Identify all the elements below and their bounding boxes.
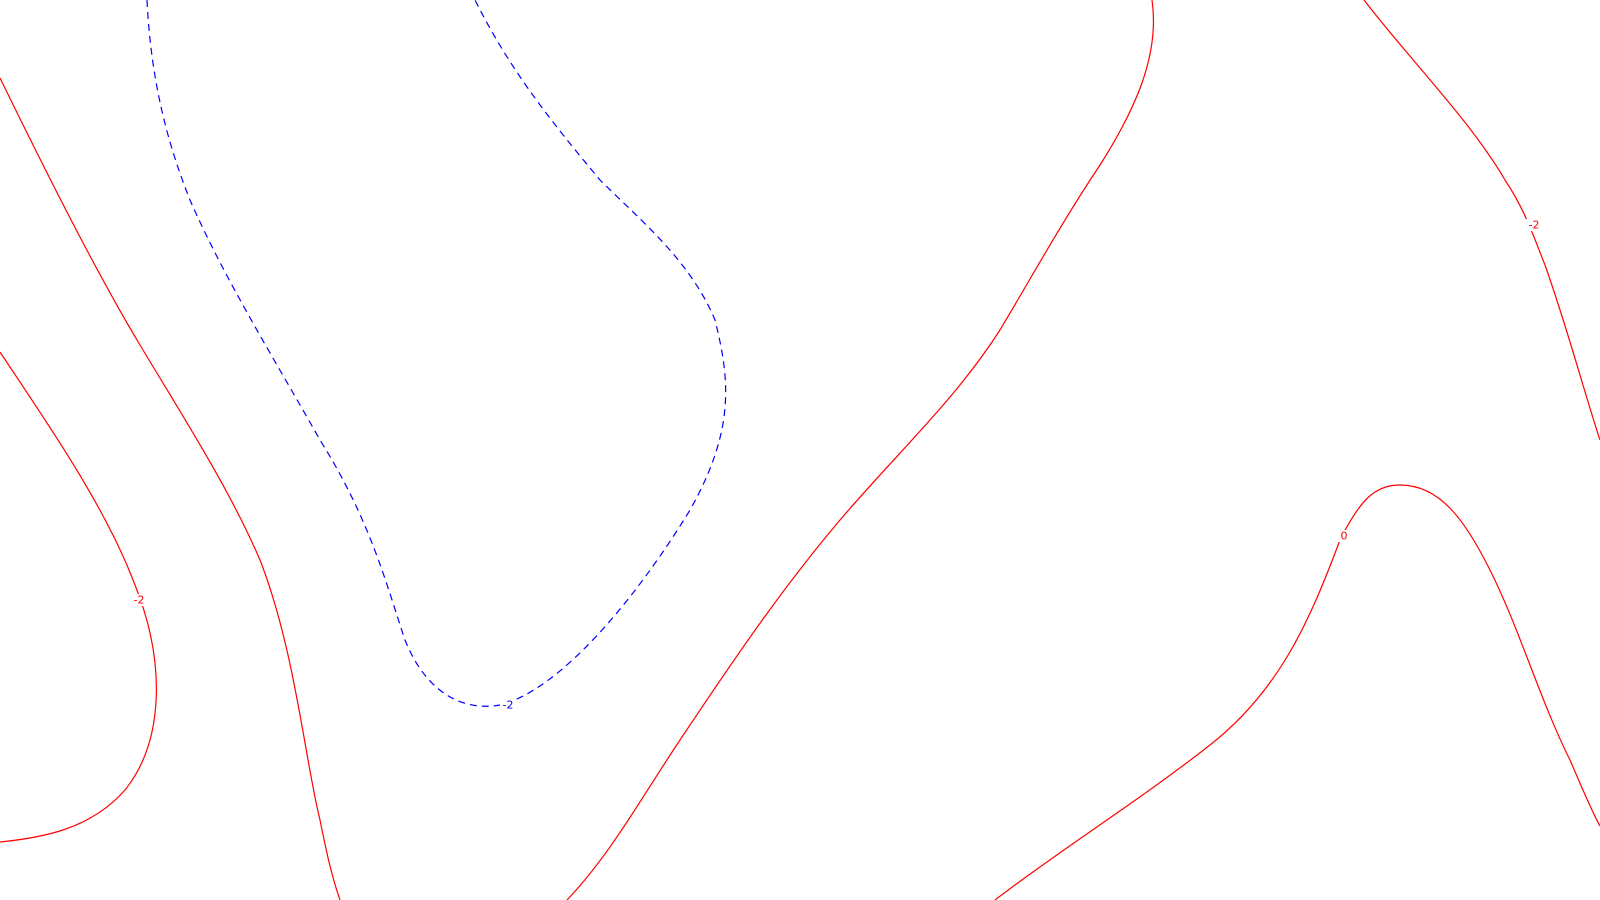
contour-label-red-bottom-right: 0 [1338,530,1350,543]
contour-label-text: -2 [134,594,145,607]
label-halo [1526,219,1542,231]
label-halo [1338,530,1350,542]
contour-line-red-top-right [1363,0,1600,441]
label-halo [500,699,516,711]
contour-line-red-left-inner [0,77,341,900]
contour-label-text: -2 [1529,219,1540,232]
contour-line-red-bottom-right [994,484,1600,900]
contour-label-red-top-right: -2 [1526,219,1542,232]
contour-label-text: 0 [1341,530,1348,543]
label-halo [131,594,147,606]
contour-line-red-left-outer [0,351,157,843]
contour-label-red-left-outer: -2 [131,594,147,607]
contour-label-blue-dashed: -2 [500,699,516,712]
contour-line-red-center [566,0,1155,900]
contour-label-text: -2 [503,699,514,712]
